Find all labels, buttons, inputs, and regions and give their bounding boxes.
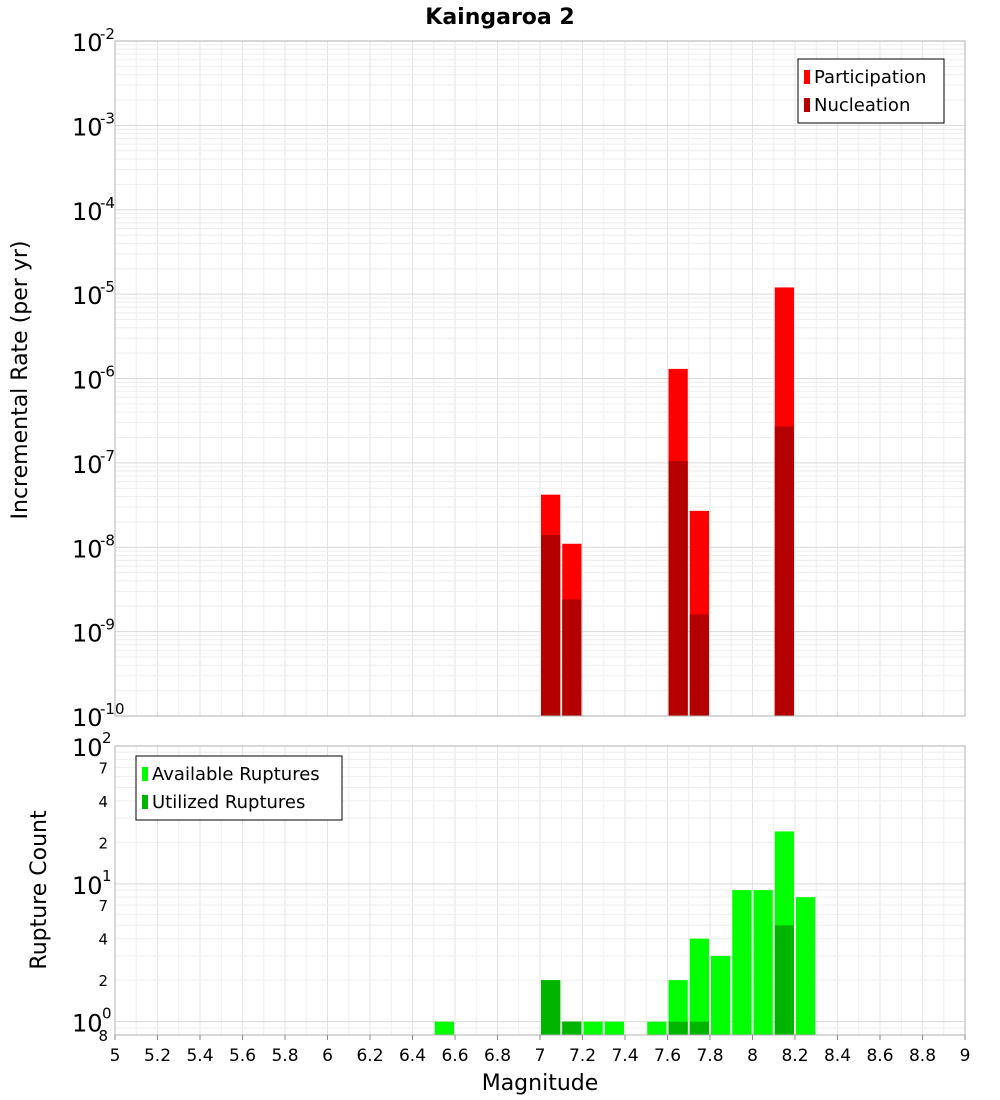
- top-y-axis-label: Incremental Rate (per yr): [8, 241, 33, 520]
- legend-box: [135, 755, 343, 821]
- bar-utilized-ruptures: [774, 925, 794, 1035]
- y-tick-exponent: -6: [100, 363, 115, 381]
- y-tick-exponent: 1: [102, 867, 112, 885]
- x-tick-label: 6.4: [399, 1046, 426, 1066]
- legend-swatch: [804, 98, 810, 112]
- x-tick-label: 7.6: [654, 1046, 681, 1066]
- legend-entry: Utilized Ruptures: [152, 792, 305, 813]
- bar-available-ruptures: [796, 897, 816, 1035]
- x-tick-label: 7: [535, 1046, 546, 1066]
- y-tick-label: 10: [72, 113, 103, 141]
- y-tick-minor-label: 2: [98, 972, 108, 990]
- x-tick-label: 6.8: [484, 1046, 511, 1066]
- y-tick-exponent: -4: [100, 194, 115, 212]
- bar-nucleation: [774, 426, 794, 716]
- x-tick-label: 7.2: [569, 1046, 596, 1066]
- y-tick-minor-label: 7: [98, 759, 108, 777]
- legend-swatch: [142, 767, 148, 781]
- y-tick-minor-label: 7: [98, 897, 108, 915]
- bar-available-ruptures: [604, 1021, 624, 1035]
- legend-entry: Available Ruptures: [152, 764, 320, 785]
- bar-available-ruptures: [732, 890, 752, 1035]
- bar-utilized-ruptures: [668, 1021, 688, 1035]
- y-tick-minor-label: 8: [98, 1027, 108, 1045]
- y-tick-exponent: -8: [100, 531, 115, 549]
- x-tick-label: 5.2: [144, 1046, 171, 1066]
- y-tick-exponent: 0: [102, 1005, 112, 1023]
- x-tick-label: 5: [110, 1046, 121, 1066]
- bar-available-ruptures: [647, 1021, 667, 1035]
- bottom-y-axis-label: Rupture Count: [27, 810, 52, 970]
- chart-title: Kaingaroa 2: [425, 5, 574, 30]
- x-tick-label: 8.6: [866, 1046, 893, 1066]
- x-tick-label: 8: [747, 1046, 758, 1066]
- y-tick-label: 10: [72, 704, 103, 732]
- y-tick-exponent: -7: [100, 447, 115, 465]
- y-tick-label: 10: [72, 535, 103, 563]
- bar-available-ruptures: [668, 980, 688, 1035]
- x-tick-label: 6.2: [356, 1046, 383, 1066]
- bar-nucleation: [689, 614, 709, 716]
- bar-nucleation: [562, 599, 582, 716]
- legend-swatch: [142, 795, 148, 809]
- x-tick-label: 5.8: [271, 1046, 298, 1066]
- y-tick-minor-label: 4: [98, 793, 108, 811]
- bar-available-ruptures: [434, 1021, 454, 1035]
- bar-utilized-ruptures: [541, 980, 561, 1035]
- y-tick-label: 10: [72, 198, 103, 226]
- y-tick-exponent: 2: [102, 729, 112, 747]
- bar-utilized-ruptures: [689, 1021, 709, 1035]
- y-tick-label: 10: [72, 282, 103, 310]
- x-tick-label: 5.4: [186, 1046, 213, 1066]
- y-tick-label: 10: [72, 620, 103, 648]
- legend-entry: Participation: [814, 67, 926, 88]
- x-tick-label: 6.6: [441, 1046, 468, 1066]
- bar-available-ruptures: [689, 938, 709, 1035]
- x-tick-label: 5.6: [229, 1046, 256, 1066]
- x-tick-label: 8.8: [909, 1046, 936, 1066]
- legend-entry: Nucleation: [814, 95, 910, 116]
- bar-available-ruptures: [583, 1021, 603, 1035]
- bar-nucleation: [541, 534, 561, 716]
- x-tick-label: 8.4: [824, 1046, 851, 1066]
- y-tick-label: 10: [72, 367, 103, 395]
- x-tick-label: 9: [960, 1046, 971, 1066]
- y-tick-label: 10: [72, 734, 103, 762]
- bar-nucleation: [668, 461, 688, 716]
- legend-box: [797, 58, 945, 124]
- x-tick-label: 7.8: [696, 1046, 723, 1066]
- y-tick-minor-label: 4: [98, 931, 108, 949]
- y-tick-label: 10: [72, 872, 103, 900]
- bar-available-ruptures: [711, 955, 731, 1035]
- x-tick-label: 7.4: [611, 1046, 638, 1066]
- top-plot-area: ParticipationNucleation10-1010-910-810-7…: [72, 25, 966, 732]
- y-tick-minor-label: 2: [98, 834, 108, 852]
- y-tick-label: 10: [72, 29, 103, 57]
- y-tick-exponent: -9: [100, 616, 115, 634]
- y-tick-exponent: -10: [100, 700, 125, 718]
- y-tick-label: 10: [72, 451, 103, 479]
- x-tick-label: 8.2: [781, 1046, 808, 1066]
- y-tick-exponent: -5: [100, 278, 115, 296]
- x-tick-label: 6: [322, 1046, 333, 1066]
- y-tick-exponent: -3: [100, 109, 115, 127]
- plot-border: [114, 40, 966, 717]
- bar-utilized-ruptures: [562, 1021, 582, 1035]
- x-axis-label: Magnitude: [482, 1071, 599, 1096]
- y-tick-label: 10: [72, 1010, 103, 1038]
- bar-available-ruptures: [753, 890, 773, 1035]
- legend-swatch: [804, 70, 810, 84]
- y-tick-exponent: -2: [100, 25, 115, 43]
